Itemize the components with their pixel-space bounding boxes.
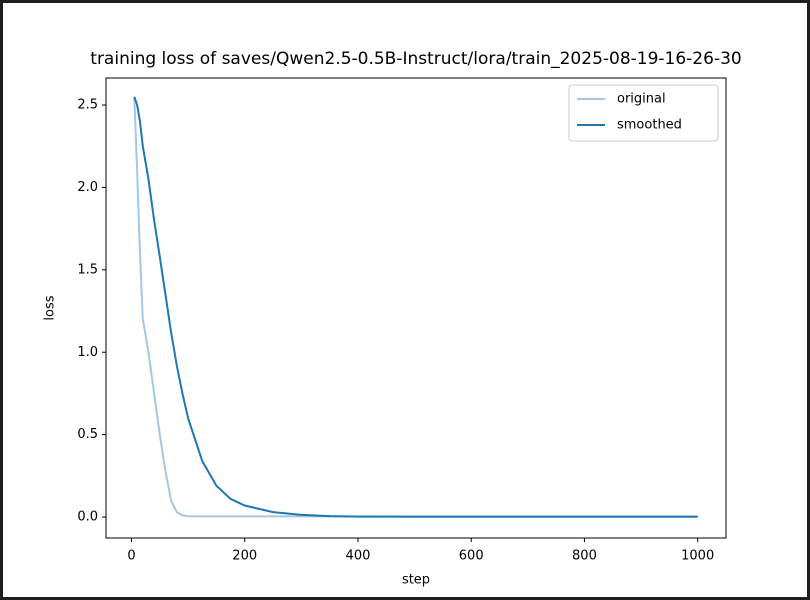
x-tick-label: 800 — [572, 549, 597, 564]
x-tick-label: 0 — [127, 549, 135, 564]
y-tick-label: 2.0 — [77, 180, 98, 195]
x-tick-label: 600 — [459, 549, 484, 564]
chart-title: training loss of saves/Qwen2.5-0.5B-Inst… — [90, 49, 741, 69]
x-tick-label: 200 — [232, 549, 257, 564]
legend-label: smoothed — [617, 118, 682, 133]
y-tick-label: 2.5 — [77, 98, 98, 113]
series-line — [133, 96, 698, 518]
legend-box — [568, 84, 719, 142]
x-axis-label: step — [402, 573, 430, 588]
y-tick-label: 0.5 — [77, 427, 98, 442]
x-tick-label: 400 — [346, 549, 371, 564]
axes-frame — [105, 77, 727, 539]
y-tick-label: 1.5 — [77, 262, 98, 277]
legend-label: original — [617, 92, 666, 107]
y-tick-label: 0.0 — [77, 510, 98, 525]
y-axis-label: loss — [43, 295, 58, 320]
y-tick-label: 1.0 — [77, 345, 98, 360]
x-tick-label: 1000 — [681, 549, 714, 564]
